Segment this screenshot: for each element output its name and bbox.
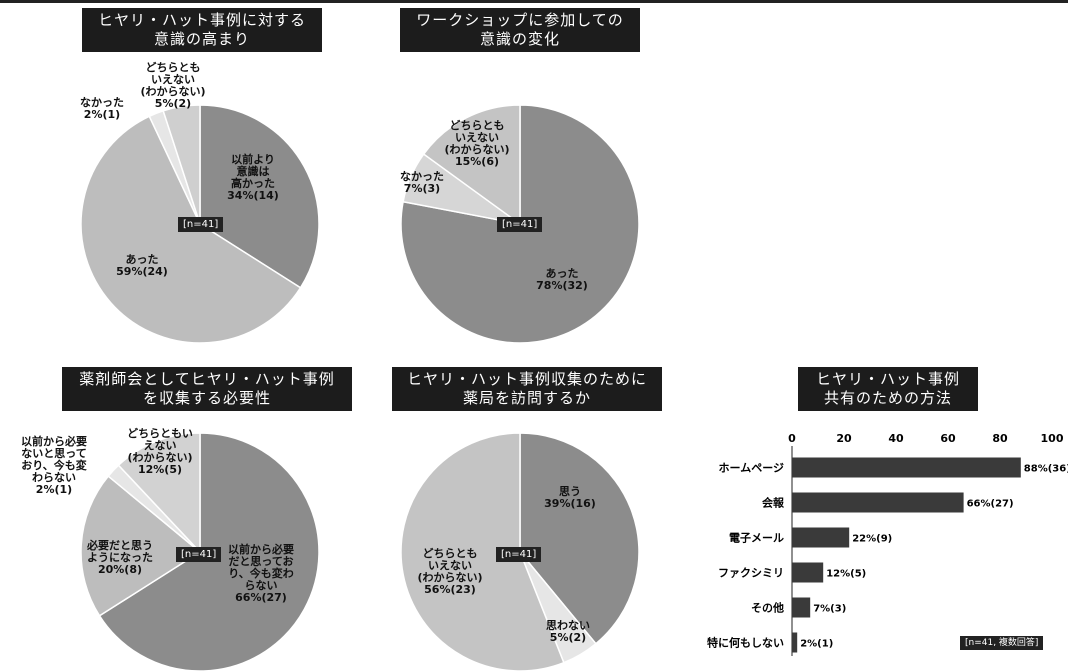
chart5-category-label-3: ファクシミリ	[718, 567, 784, 580]
chart5-bar-0	[792, 457, 1021, 478]
chart5-bar-3	[792, 562, 824, 583]
chart5-category-label-0: ホームページ	[719, 462, 784, 475]
chart5-category-label-1: 会報	[762, 496, 785, 510]
chart4-label-slice0: 思う 39%(16)	[544, 485, 596, 510]
chart4-label-slice2: どちらとも いえない (わからない) 56%(23)	[417, 547, 483, 596]
chart1-label-slice0: 以前より 意識は 高かった 34%(14)	[227, 153, 279, 202]
chart5-xtick-4: 80	[992, 432, 1008, 445]
chart3-label-slice3: どちらともい えない (わからない) 12%(5)	[127, 427, 193, 476]
chart4-slice-0	[519, 432, 640, 645]
chart1-title: ヒヤリ・ハット事例に対する 意識の高まり	[82, 8, 322, 52]
chart4-label-slice1: 思わない 5%(2)	[546, 619, 590, 644]
chart4-slice-2	[400, 432, 565, 672]
chart5-bar-2	[792, 527, 850, 548]
chart5-title: ヒヤリ・ハット事例 共有のための方法	[798, 367, 978, 411]
chart5-value-label-2: 22%(9)	[852, 534, 892, 545]
chart2-n-badge: [n=41]	[497, 217, 543, 232]
chart2-label-slice0: あった 78%(32)	[536, 267, 588, 292]
chart5-bar-chart: 0 20 40 60 80 100 ホームページ 88%(36) 会報 66%(27) 電子メール 2…	[707, 432, 1068, 656]
chart1-label-slice1: あった 59%(24)	[116, 253, 168, 278]
chart4-pie	[400, 432, 640, 672]
chart5-value-label-3: 12%(5)	[826, 569, 866, 580]
chart3-label-slice0: 以前から必要 だと思ってお り、今も変わ らない 66%(27)	[228, 543, 294, 604]
chart5-xtick-0: 0	[788, 432, 796, 445]
chart1-pie	[80, 104, 320, 344]
chart1-label-slice2: なかった 2%(1)	[80, 96, 124, 121]
chart5-xtick-2: 40	[888, 432, 904, 445]
chart2-label-slice1: なかった 7%(3)	[400, 170, 444, 195]
chart5-note-badge: [n=41, 複数回答]	[960, 636, 1044, 650]
chart2-title: ワークショップに参加しての 意識の変化	[400, 8, 640, 52]
chart4-title: ヒヤリ・ハット事例収集のために 薬局を訪問するか	[392, 367, 662, 411]
chart5-category-label-2: 電子メール	[729, 532, 784, 545]
chart5-xtick-1: 20	[836, 432, 852, 445]
chart5-xtick-3: 60	[940, 432, 956, 445]
chart3-slice-3	[117, 432, 201, 554]
chart5-value-label-1: 66%(27)	[967, 499, 1014, 510]
top-border-line	[0, 0, 1068, 3]
chart3-n-badge: [n=41]	[176, 547, 222, 562]
chart5-bar-5	[792, 632, 798, 653]
chart2-slice-2	[422, 104, 521, 226]
chart5-bar-1	[792, 492, 964, 513]
chart1-slice-3	[162, 104, 201, 225]
chart3-label-slice2: 以前から必要 ないと思って おり、今も変 わらない 2%(1)	[21, 435, 87, 496]
chart3-label-slice1: 必要だと思う ようになった 20%(8)	[87, 539, 153, 576]
chart5-value-label-4: 7%(3)	[813, 604, 846, 615]
chart5-category-label-5: 特に何もしない	[707, 636, 784, 650]
chart5-value-label-0: 88%(36)	[1024, 464, 1068, 475]
chart5-category-label-4: その他	[751, 601, 784, 615]
chart3-slice-1	[80, 475, 202, 617]
chart2-label-slice2: どちらとも いえない (わからない) 15%(6)	[444, 119, 510, 168]
chart1-label-slice3: どちらとも いえない (わからない) 5%(2)	[140, 61, 206, 110]
chart4-n-badge: [n=41]	[496, 547, 542, 562]
chart3-title: 薬剤師会としてヒヤリ・ハット事例 を収集する必要性	[62, 367, 352, 411]
chart5-value-label-5: 2%(1)	[800, 639, 833, 650]
chart1-n-badge: [n=41]	[178, 217, 224, 232]
chart5-bar-4	[792, 597, 811, 618]
chart5-xtick-5: 100	[1041, 432, 1064, 445]
